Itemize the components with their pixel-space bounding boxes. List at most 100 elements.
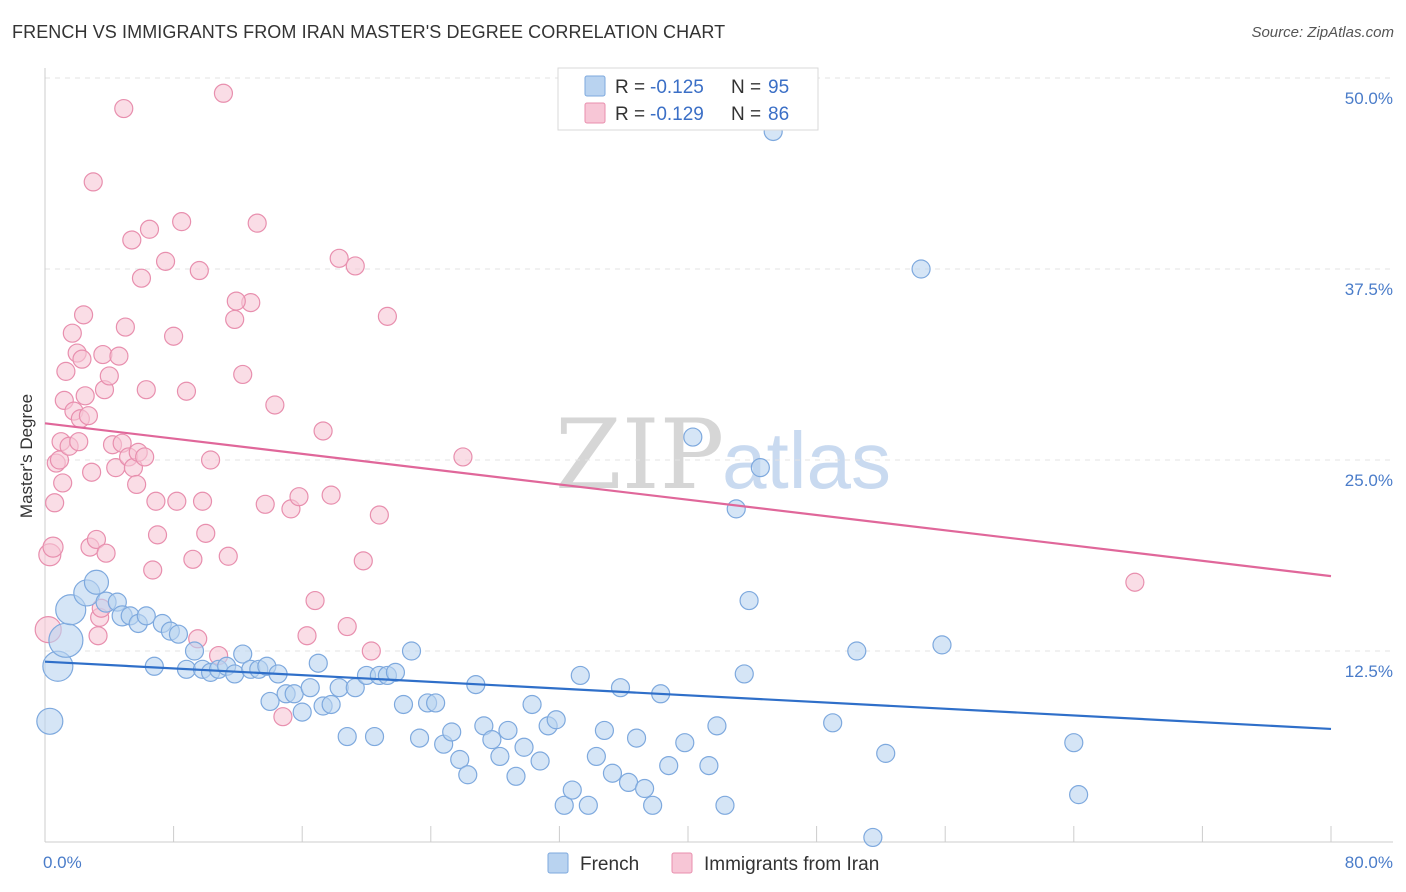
- french-point: [626, 728, 647, 748]
- iran-point: [115, 317, 135, 337]
- french-point: [48, 622, 84, 658]
- french-point: [514, 737, 534, 757]
- legend-r-value-iran: -0.129: [650, 104, 704, 125]
- iran-point: [313, 421, 333, 441]
- iran-point: [369, 505, 389, 525]
- french-point: [675, 733, 695, 753]
- french-point: [409, 728, 430, 748]
- iran-point: [265, 395, 285, 415]
- iran-point: [147, 525, 168, 545]
- iran-point: [99, 366, 119, 386]
- french-point: [562, 780, 582, 800]
- source-label: Source: ZipAtlas.com: [1251, 24, 1394, 41]
- iran-point: [56, 361, 76, 381]
- iran-point: [183, 549, 203, 569]
- iran-point: [337, 616, 357, 637]
- french-point: [450, 749, 470, 770]
- french-point: [643, 795, 663, 815]
- iran-trend-line: [44, 422, 1332, 578]
- iran-point: [213, 83, 234, 103]
- iran-point: [62, 323, 82, 343]
- iran-point: [273, 707, 293, 727]
- french-point: [683, 427, 703, 447]
- french-point: [554, 795, 574, 815]
- x-tick-label-start: 0.0%: [43, 853, 82, 872]
- y-tick-label: 12.5%: [1345, 662, 1393, 681]
- legend-n-label-french: N =: [731, 77, 761, 98]
- french-point: [292, 702, 312, 722]
- french-point: [911, 259, 931, 279]
- french-point: [498, 720, 518, 741]
- french-point: [739, 590, 759, 611]
- french-point: [876, 743, 896, 763]
- y-tick-label: 37.5%: [1345, 280, 1393, 299]
- iran-point: [135, 447, 155, 467]
- iran-point: [83, 172, 103, 192]
- iran-point: [200, 450, 221, 470]
- french-point: [337, 726, 357, 747]
- bottom-legend-iran: Immigrants from Iran: [704, 854, 879, 875]
- french-point: [699, 755, 719, 776]
- french-point: [260, 691, 280, 712]
- iran-point: [82, 462, 102, 482]
- iran-point: [305, 590, 325, 611]
- legend-swatch-iran: [584, 102, 606, 124]
- gridlines: [45, 77, 1393, 652]
- iran-point: [72, 349, 92, 369]
- french-point: [546, 710, 566, 730]
- tick-labels: 12.5% 25.0% 37.5% 50.0% 0.0% 80.0%: [43, 89, 1393, 872]
- iran-point: [233, 364, 253, 385]
- french-point: [586, 746, 606, 767]
- french-point: [490, 746, 510, 767]
- watermark-zip: ZIP: [555, 399, 724, 511]
- iran-point: [69, 432, 89, 452]
- french-point: [932, 635, 952, 655]
- french-point: [184, 641, 205, 661]
- french-point: [847, 641, 867, 661]
- french-point: [578, 795, 598, 815]
- trend-lines: [44, 422, 1332, 731]
- french-point: [364, 726, 385, 747]
- french-point: [707, 716, 727, 736]
- legend-n-label-iran: N =: [731, 104, 761, 125]
- iran-point: [93, 344, 113, 365]
- iran-point: [164, 326, 184, 346]
- french-point: [610, 678, 631, 698]
- legend-r-value-french: -0.125: [650, 77, 704, 98]
- legend-swatch-french: [584, 75, 606, 97]
- iran-point: [143, 560, 163, 580]
- legend-r-label-iran: R =: [615, 104, 645, 125]
- iran-point: [127, 474, 147, 495]
- iran-point: [155, 251, 176, 271]
- bottom-legend-french: French: [580, 854, 639, 875]
- iran-point: [131, 268, 152, 288]
- french-point: [225, 664, 245, 684]
- french-point: [863, 827, 883, 848]
- scatter-points: [34, 83, 1145, 848]
- iran-point: [176, 381, 197, 401]
- iran-point: [42, 536, 64, 558]
- french-point: [734, 664, 754, 684]
- legend-n-value-french: 95: [768, 77, 789, 98]
- bottom-legend-swatch-french: [547, 852, 569, 874]
- iran-point: [109, 346, 129, 366]
- french-point: [823, 713, 843, 733]
- iran-point: [297, 626, 317, 646]
- iran-point: [53, 473, 73, 493]
- iran-point: [218, 546, 238, 566]
- iran-point: [189, 260, 209, 281]
- x-tick-label-end: 80.0%: [1345, 853, 1393, 872]
- iran-point: [255, 494, 275, 514]
- iran-point: [88, 626, 108, 646]
- french-trend-line: [44, 660, 1332, 731]
- french-point: [393, 694, 414, 715]
- iran-point: [167, 491, 187, 511]
- iran-point: [321, 485, 341, 505]
- iran-point: [329, 248, 349, 268]
- iran-point: [353, 551, 373, 571]
- french-point: [594, 720, 615, 741]
- french-point: [233, 644, 253, 664]
- y-axis-label: Master's Degree: [17, 394, 36, 518]
- iran-point: [86, 529, 107, 550]
